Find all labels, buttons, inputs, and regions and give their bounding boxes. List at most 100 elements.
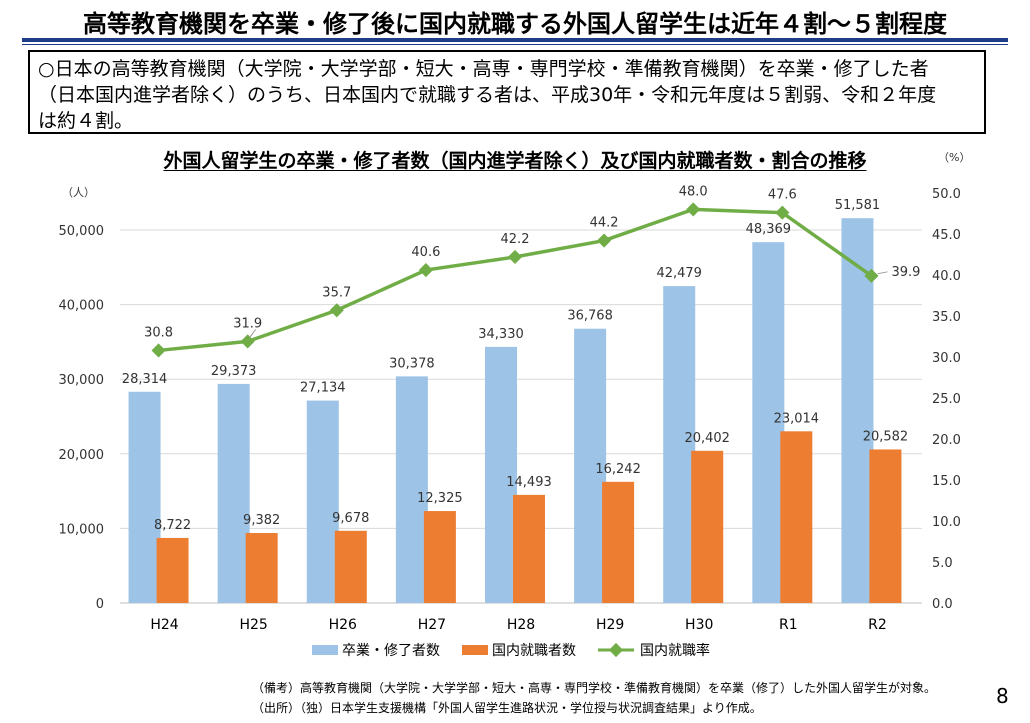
bar-graduates — [306, 400, 339, 603]
bar-employed — [334, 530, 367, 603]
y-right-tick-label: 45.0 — [932, 228, 961, 243]
bar-graduates-label: 51,581 — [835, 198, 881, 213]
chart-title-wrap: 外国人留学生の卒業・修了者数（国内進学者除く）及び国内就職者数・割合の推移 — [0, 146, 1030, 173]
y-right-tick-label: 5.0 — [932, 556, 953, 571]
bar-employed — [869, 449, 902, 603]
rate-marker — [864, 268, 879, 283]
rate-label: 42.2 — [501, 232, 530, 247]
note-bikou: （備考）高等教育機関（大学院・大学学部・短大・高専・専門学校・準備教育機関）を卒… — [252, 681, 937, 695]
y-right-tick-label: 0.0 — [932, 597, 953, 612]
rate-marker — [151, 343, 166, 358]
chart-axes: 0 10,000 20,000 30,000 40,000 50,000 0.0 5.0 10.… — [59, 151, 971, 633]
bar-employed — [156, 537, 189, 603]
rate-label: 44.2 — [590, 216, 619, 231]
bar-employed-label: 14,493 — [506, 475, 552, 490]
notes: （備考）高等教育機関（大学院・大学学部・短大・高専・専門学校・準備教育機関）を卒… — [252, 678, 936, 718]
y-right-tick-label: 50.0 — [932, 187, 961, 202]
bar-employed — [602, 481, 635, 603]
rate-leader — [877, 271, 888, 275]
x-tick-label: H28 — [507, 617, 535, 633]
x-tick-label: H30 — [685, 617, 713, 633]
legend-swatch-employed — [462, 645, 488, 655]
chart-line — [151, 202, 879, 358]
title-underline — [22, 38, 1008, 42]
y-right-tick-label: 15.0 — [932, 474, 961, 489]
legend-swatch-graduates — [312, 645, 338, 655]
chart-legend: 卒業・修了者数 国内就職者数 国内就職率 — [312, 642, 710, 659]
bar-employed-label: 12,325 — [417, 491, 463, 506]
y-right-unit: （%） — [938, 151, 970, 164]
summary-box: ○日本の高等教育機関（大学院・大学学部・短大・高専・専門学校・準備教育機関）を卒… — [28, 50, 986, 134]
summary-line-2: （日本国内進学者除く）のうち、日本国内で就職する者は、平成30年・令和元年度は５… — [38, 84, 937, 106]
x-tick-label: H25 — [239, 617, 267, 633]
bar-employed — [513, 494, 545, 603]
bar-graduates-label: 34,330 — [478, 327, 524, 342]
bar-graduates-label: 42,479 — [656, 266, 702, 281]
y-right-tick-label: 30.0 — [932, 351, 961, 366]
x-tick-label: H26 — [329, 617, 357, 633]
bar-graduates — [485, 346, 517, 603]
legend-marker-rate — [608, 642, 624, 658]
y-right-tick-label: 20.0 — [932, 433, 961, 448]
legend-label-employed: 国内就職者数 — [492, 643, 576, 659]
bar-graduates — [574, 328, 607, 603]
bar-employed-label: 9,678 — [332, 511, 369, 526]
bar-graduates — [128, 391, 161, 603]
page-title: 高等教育機関を卒業・修了後に国内就職する外国人留学生は近年４割～５割程度 — [83, 10, 947, 38]
note-source: （出所）（独）日本学生支援機構「外国人留学生進路状況・学位授与状況調査結果」より… — [252, 701, 762, 715]
rate-label: 48.0 — [679, 184, 708, 199]
y-left-tick-label: 0 — [96, 597, 104, 612]
rate-label: 30.8 — [144, 325, 173, 340]
rate-marker — [686, 202, 701, 217]
bar-graduates-label: 27,134 — [300, 381, 346, 396]
bar-graduates-label: 30,378 — [389, 356, 435, 371]
y-right-tick-label: 35.0 — [932, 310, 961, 325]
x-tick-label: R1 — [779, 617, 798, 633]
bar-employed — [423, 511, 456, 603]
bar-employed-label: 23,014 — [774, 411, 820, 426]
y-left-unit: （人） — [62, 186, 95, 199]
y-left-tick-label: 40,000 — [59, 299, 105, 314]
rate-marker — [329, 303, 344, 318]
bar-graduates — [841, 218, 874, 603]
rate-marker — [418, 263, 433, 278]
bar-graduates — [752, 242, 785, 603]
x-tick-label: H29 — [596, 617, 624, 633]
chart-data-labels: 28,314 8,722 29,373 9,382 27,134 9,678 30,378 1… — [122, 184, 921, 533]
bar-employed — [780, 431, 813, 603]
title-underline-thin — [22, 44, 1008, 45]
summary-line-1: ○日本の高等教育機関（大学院・大学学部・短大・高専・専門学校・準備教育機関）を卒… — [38, 58, 929, 80]
chart-title: 外国人留学生の卒業・修了者数（国内進学者除く）及び国内就職者数・割合の推移 — [163, 150, 867, 172]
rate-marker — [507, 249, 523, 265]
x-tick-label: H24 — [150, 617, 178, 633]
x-tick-label: H27 — [418, 617, 446, 633]
rate-marker — [597, 233, 612, 248]
y-left-tick-label: 20,000 — [59, 448, 105, 463]
bar-employed — [691, 450, 724, 603]
bar-employed-label: 20,582 — [863, 429, 909, 444]
y-left-tick-label: 50,000 — [59, 224, 105, 239]
rate-label: 31.9 — [233, 316, 262, 331]
legend-label-rate: 国内就職率 — [640, 642, 710, 659]
bar-graduates — [663, 286, 696, 603]
y-right-tick-label: 10.0 — [932, 515, 961, 530]
legend-label-graduates: 卒業・修了者数 — [342, 643, 440, 659]
bar-graduates-label: 36,768 — [567, 309, 613, 324]
bar-graduates-label: 28,314 — [122, 372, 168, 387]
bar-employed-label: 16,242 — [595, 462, 641, 477]
bar-employed-label: 9,382 — [243, 513, 280, 528]
bar-graduates-label: 29,373 — [211, 364, 257, 379]
rate-label: 40.6 — [411, 245, 440, 260]
summary-line-3: は約４割。 — [38, 110, 134, 132]
y-right-tick-label: 40.0 — [932, 269, 961, 284]
page-number: 8 — [996, 684, 1009, 708]
rate-label: 47.6 — [768, 188, 797, 203]
y-left-tick-label: 10,000 — [59, 522, 105, 537]
rate-marker — [240, 334, 255, 349]
bar-graduates-label: 48,369 — [746, 222, 792, 237]
bar-graduates — [395, 376, 428, 603]
x-tick-label: R2 — [868, 617, 887, 633]
y-right-tick-label: 25.0 — [932, 392, 961, 407]
chart-bars — [128, 218, 902, 603]
